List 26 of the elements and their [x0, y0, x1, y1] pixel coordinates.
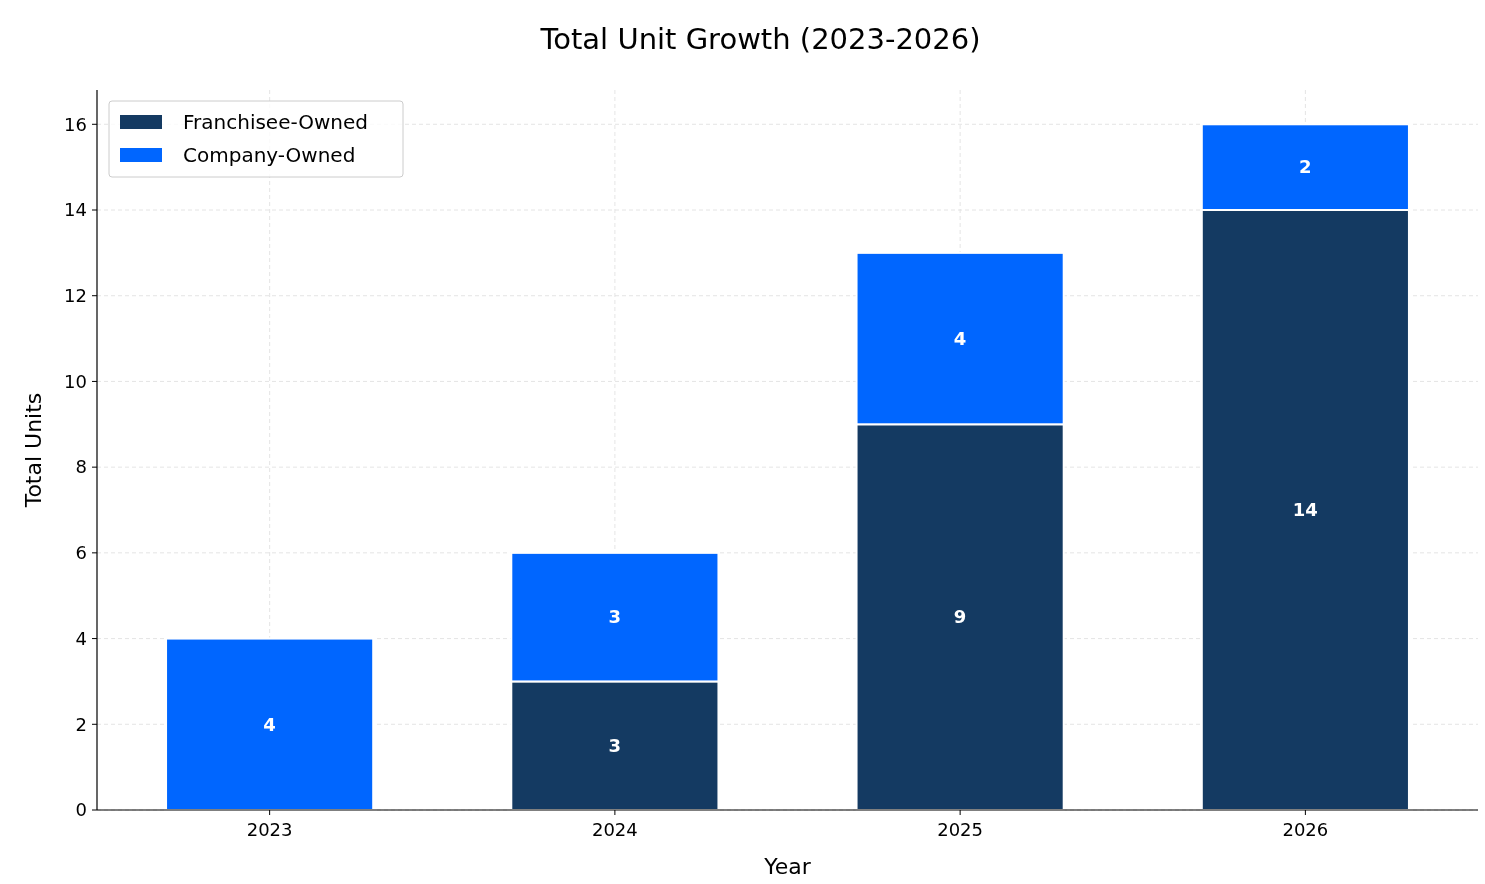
x-tick-label: 2025 — [937, 819, 984, 840]
y-tick-label: 8 — [75, 456, 87, 478]
y-tick-label: 16 — [64, 113, 87, 135]
y-axis-title: Total Units — [21, 392, 46, 509]
x-tick-label: 2024 — [591, 819, 638, 840]
y-tick-label: 14 — [64, 199, 87, 221]
x-tick-label: 2026 — [1282, 819, 1329, 840]
bar — [165, 637, 375, 811]
data-label: 4 — [263, 713, 276, 735]
y-tick-label: 2 — [75, 713, 87, 735]
data-label: 14 — [1292, 499, 1318, 521]
y-tick-label: 6 — [75, 542, 87, 564]
legend-label: Company-Owned — [183, 143, 356, 167]
y-tick-label: 0 — [75, 799, 87, 821]
data-label: 4 — [953, 327, 967, 349]
data-label: 9 — [953, 606, 967, 628]
x-axis-title: Year — [763, 854, 812, 879]
y-tick-label: 4 — [75, 627, 87, 649]
chart-title: Total Unit Growth (2023-2026) — [539, 22, 981, 56]
data-label: 2 — [1299, 156, 1312, 178]
y-tick-label: 12 — [64, 285, 87, 307]
legend-label: Franchisee-Owned — [183, 110, 369, 134]
data-label: 3 — [608, 606, 622, 628]
x-tick-label: 2023 — [246, 819, 293, 840]
y-tick-label: 10 — [64, 370, 87, 392]
data-label: 3 — [608, 735, 622, 757]
